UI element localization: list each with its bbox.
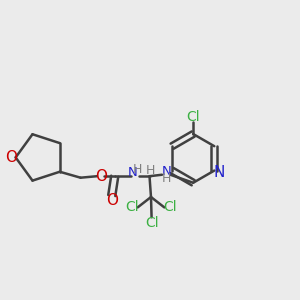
Text: N: N bbox=[128, 166, 137, 179]
Text: O: O bbox=[5, 150, 17, 165]
Text: H: H bbox=[133, 163, 142, 176]
Text: Cl: Cl bbox=[163, 200, 176, 214]
Text: H: H bbox=[162, 172, 171, 185]
Text: N: N bbox=[162, 165, 171, 178]
Text: Cl: Cl bbox=[186, 110, 200, 124]
Text: H: H bbox=[146, 164, 155, 177]
Text: O: O bbox=[95, 169, 107, 184]
Text: Cl: Cl bbox=[145, 216, 158, 230]
Text: N: N bbox=[214, 165, 225, 180]
Text: O: O bbox=[106, 194, 118, 208]
Text: Cl: Cl bbox=[125, 200, 139, 214]
